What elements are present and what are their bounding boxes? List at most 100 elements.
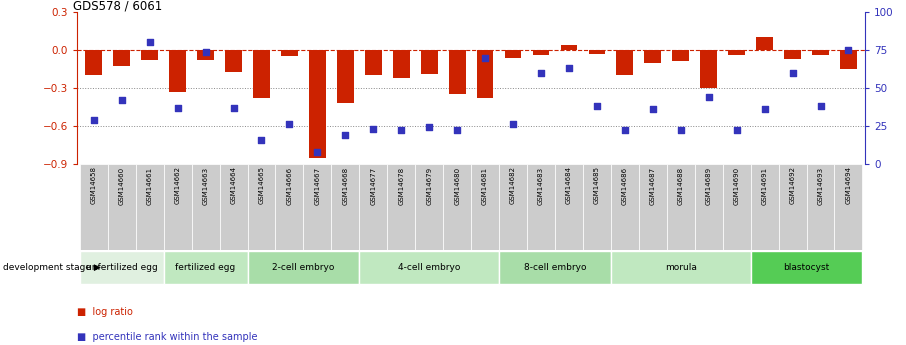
Bar — [499, 251, 611, 284]
Bar — [360, 164, 387, 250]
Bar — [164, 164, 191, 250]
Bar — [499, 164, 527, 250]
Text: 8-cell embryo: 8-cell embryo — [524, 263, 586, 272]
Text: GSM14658: GSM14658 — [91, 167, 97, 205]
Point — [590, 104, 604, 109]
Text: GSM14688: GSM14688 — [678, 167, 684, 205]
Bar — [448, 50, 466, 94]
Bar — [387, 164, 415, 250]
Bar — [275, 164, 304, 250]
Bar — [583, 164, 611, 250]
Bar — [85, 50, 102, 75]
Bar — [533, 50, 549, 55]
Bar — [415, 164, 443, 250]
Text: ■  log ratio: ■ log ratio — [77, 307, 133, 317]
Text: GSM14690: GSM14690 — [734, 167, 739, 205]
Bar — [611, 251, 751, 284]
Point — [646, 107, 660, 112]
Bar — [589, 50, 605, 54]
Text: GSM14689: GSM14689 — [706, 167, 712, 205]
Bar — [198, 50, 214, 60]
Point — [814, 104, 828, 109]
Text: fertilized egg: fertilized egg — [176, 263, 236, 272]
Text: GSM14662: GSM14662 — [175, 167, 180, 205]
Bar — [164, 251, 247, 284]
Bar — [253, 50, 270, 98]
Text: GSM14691: GSM14691 — [762, 167, 767, 205]
Bar — [80, 164, 108, 250]
Bar — [420, 50, 438, 74]
Bar — [304, 164, 332, 250]
Point — [338, 132, 352, 138]
Text: GSM14667: GSM14667 — [314, 167, 321, 205]
Text: GSM14680: GSM14680 — [454, 167, 460, 205]
Text: GSM14679: GSM14679 — [426, 167, 432, 205]
Bar — [365, 50, 381, 75]
Point — [673, 128, 688, 133]
Point — [87, 117, 101, 122]
Point — [562, 66, 576, 71]
Bar — [611, 164, 639, 250]
Text: GSM14660: GSM14660 — [119, 167, 125, 205]
Text: GSM14685: GSM14685 — [594, 167, 600, 205]
Point — [450, 128, 465, 133]
Point — [142, 40, 157, 45]
Point — [394, 128, 409, 133]
Text: 2-cell embryo: 2-cell embryo — [272, 263, 334, 272]
Point — [310, 149, 324, 155]
Bar — [667, 164, 695, 250]
Bar — [751, 251, 863, 284]
Text: GSM14684: GSM14684 — [566, 167, 572, 205]
Bar — [840, 50, 857, 69]
Bar — [80, 251, 164, 284]
Point — [422, 125, 437, 130]
Bar — [639, 164, 667, 250]
Text: GSM14681: GSM14681 — [482, 167, 488, 205]
Text: ■  percentile rank within the sample: ■ percentile rank within the sample — [77, 332, 257, 342]
Text: GSM14664: GSM14664 — [230, 167, 236, 205]
Text: unfertilized egg: unfertilized egg — [86, 263, 158, 272]
Bar — [309, 50, 326, 158]
Bar — [672, 50, 689, 61]
Text: GSM14677: GSM14677 — [371, 167, 376, 205]
Point — [701, 94, 716, 100]
Text: GSM14686: GSM14686 — [622, 167, 628, 205]
Point — [170, 105, 185, 110]
Point — [841, 47, 855, 53]
Text: morula: morula — [665, 263, 697, 272]
Bar — [113, 50, 130, 67]
Bar — [191, 164, 219, 250]
Bar — [471, 164, 499, 250]
Text: GSM14693: GSM14693 — [817, 167, 824, 205]
Bar — [751, 164, 778, 250]
Text: GDS578 / 6061: GDS578 / 6061 — [73, 0, 162, 12]
Text: GSM14687: GSM14687 — [650, 167, 656, 205]
Point — [366, 126, 381, 132]
Bar — [527, 164, 555, 250]
Point — [226, 105, 241, 110]
Bar — [247, 164, 275, 250]
Point — [786, 70, 800, 76]
Text: 4-cell embryo: 4-cell embryo — [398, 263, 460, 272]
Point — [198, 49, 213, 54]
Bar — [723, 164, 751, 250]
Text: GSM14682: GSM14682 — [510, 167, 516, 205]
Bar — [834, 164, 863, 250]
Text: GSM14694: GSM14694 — [845, 167, 852, 205]
Point — [729, 128, 744, 133]
Bar — [141, 50, 158, 60]
Point — [114, 97, 129, 103]
Bar — [136, 164, 164, 250]
Text: GSM14683: GSM14683 — [538, 167, 544, 205]
Point — [757, 107, 772, 112]
Bar — [443, 164, 471, 250]
Bar — [555, 164, 583, 250]
Point — [255, 137, 269, 142]
Point — [618, 128, 632, 133]
Bar — [332, 164, 360, 250]
Point — [534, 70, 548, 76]
Bar — [360, 251, 499, 284]
Bar — [477, 50, 494, 98]
Bar — [644, 50, 661, 63]
Bar — [393, 50, 410, 78]
